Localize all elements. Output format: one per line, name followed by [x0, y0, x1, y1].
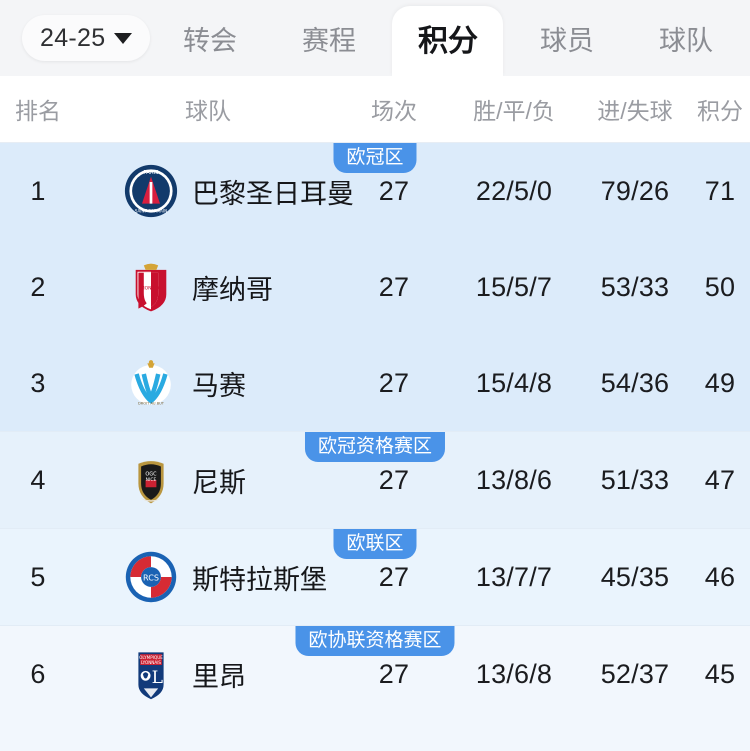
cell-points: 46	[704, 561, 736, 592]
cell-team: OGC NICE 尼斯	[76, 453, 340, 507]
svg-text:OLYMPIQUE: OLYMPIQUE	[139, 655, 163, 660]
table-row[interactable]: 5 RCS 斯特拉斯堡 27 13/7/7 45/35 46	[0, 529, 750, 625]
cell-rank: 2	[30, 271, 46, 302]
psg-logo-icon: PARIS SAINT-GERMAIN	[124, 164, 178, 218]
column-header-goals: 进/失球	[597, 98, 673, 124]
zone-badge: 欧冠资格赛区	[304, 432, 446, 462]
team-name: 马赛	[192, 370, 246, 401]
team-name: 斯特拉斯堡	[192, 564, 327, 595]
column-header-wdl: 胜/平/负	[473, 98, 555, 124]
zone-group-uecl: 欧协联资格赛区 6 OLYMPIQUE LYONNAIS L 里昂 27 13/6/8…	[0, 625, 750, 722]
column-header-points: 积分	[697, 98, 743, 124]
cell-played: 27	[378, 367, 410, 398]
team-name: 尼斯	[192, 467, 246, 498]
zone-badge: 欧冠区	[333, 143, 417, 173]
cell-rank: 3	[30, 367, 46, 398]
table-row[interactable]: 6 OLYMPIQUE LYONNAIS L 里昂 27 13/6/8 52/37 45	[0, 626, 750, 722]
cell-goals: 52/37	[600, 658, 670, 689]
team-name: 里昂	[192, 661, 246, 692]
cell-wdl: 15/5/7	[475, 271, 553, 302]
tab-label: 转会	[182, 25, 237, 56]
cell-goals: 45/35	[600, 561, 670, 592]
svg-text:OGC: OGC	[145, 472, 157, 478]
svg-text:RCS: RCS	[143, 573, 159, 583]
svg-text:DROIT AU BUT: DROIT AU BUT	[138, 402, 165, 406]
cell-team: OLYMPIQUE LYONNAIS L 里昂	[76, 647, 340, 701]
cell-wdl: 13/6/8	[475, 658, 553, 689]
cell-rank: 1	[30, 175, 46, 206]
strasbourg-logo-icon: RCS	[124, 550, 178, 604]
tab-list: 转会 赛程 积分 球员 球队	[150, 0, 750, 76]
cell-wdl: 22/5/0	[475, 175, 553, 206]
cell-played: 27	[378, 464, 410, 495]
standings-table-body: 欧冠区 1 PARIS SAINT-GERMAIN 巴黎圣日耳曼 27 22/5/0 79…	[0, 143, 750, 722]
cell-played: 27	[378, 561, 410, 592]
season-label: 24-25	[40, 23, 106, 52]
svg-text:PARIS: PARIS	[143, 170, 159, 176]
svg-text:LYONNAIS: LYONNAIS	[141, 660, 161, 665]
tab-standings[interactable]: 积分	[388, 0, 507, 76]
svg-text:L: L	[152, 668, 163, 688]
column-header-played: 场次	[371, 98, 417, 124]
cell-points: 47	[704, 464, 736, 495]
team-name: 摩纳哥	[192, 274, 273, 305]
tab-label: 积分	[417, 25, 478, 58]
tab-label: 球员	[539, 25, 594, 56]
cell-points: 50	[704, 271, 736, 302]
monaco-logo-icon: MONACO	[124, 260, 178, 314]
marseille-logo-icon: DROIT AU BUT	[124, 356, 178, 410]
column-header-team: 球队	[185, 98, 231, 124]
zone-badge: 欧联区	[333, 529, 417, 559]
table-row[interactable]: 1 PARIS SAINT-GERMAIN 巴黎圣日耳曼 27 22/5/0 79/26…	[0, 143, 750, 239]
table-row[interactable]: 2 MONACO 摩纳哥 27 15/5/7 53/33 50	[0, 239, 750, 335]
cell-goals: 53/33	[600, 271, 670, 302]
zone-group-ucl: 欧冠区 1 PARIS SAINT-GERMAIN 巴黎圣日耳曼 27 22/5/0 79…	[0, 143, 750, 431]
nice-logo-icon: OGC NICE	[124, 453, 178, 507]
cell-rank: 4	[30, 464, 46, 495]
tab-label: 赛程	[301, 25, 356, 56]
cell-wdl: 15/4/8	[475, 367, 553, 398]
cell-points: 45	[704, 658, 736, 689]
cell-rank: 5	[30, 561, 46, 592]
svg-text:SAINT-GERMAIN: SAINT-GERMAIN	[135, 209, 167, 214]
tab-label: 球队	[658, 25, 713, 56]
tab-players[interactable]: 球员	[507, 0, 626, 76]
lyon-logo-icon: OLYMPIQUE LYONNAIS L	[124, 647, 178, 701]
cell-wdl: 13/8/6	[475, 464, 553, 495]
cell-goals: 79/26	[600, 175, 670, 206]
svg-text:MONACO: MONACO	[141, 286, 162, 292]
cell-team: RCS 斯特拉斯堡	[76, 550, 340, 604]
cell-played: 27	[378, 175, 410, 206]
cell-team: DROIT AU BUT 马赛	[76, 356, 340, 410]
cell-played: 27	[378, 271, 410, 302]
zone-badge: 欧协联资格赛区	[295, 626, 455, 656]
cell-goals: 54/36	[600, 367, 670, 398]
tab-teams[interactable]: 球队	[626, 0, 745, 76]
top-tab-bar: 24-25 转会 赛程 积分 球员 球队	[0, 0, 750, 76]
tab-fixtures[interactable]: 赛程	[269, 0, 388, 76]
table-column-header: 排名 球队 场次 胜/平/负 进/失球 积分	[0, 76, 750, 143]
season-selector[interactable]: 24-25	[22, 15, 151, 61]
tab-transfers[interactable]: 转会	[150, 0, 269, 76]
team-name: 巴黎圣日耳曼	[192, 178, 354, 209]
cell-points: 49	[704, 367, 736, 398]
zone-group-uel: 欧联区 5 RCS 斯特拉斯堡 27 13/7/7 45/35 46	[0, 528, 750, 625]
cell-rank: 6	[30, 658, 46, 689]
cell-goals: 51/33	[600, 464, 670, 495]
table-row[interactable]: 3 DROIT AU BUT 马赛 27 15/4/8 54/36 49	[0, 335, 750, 431]
zone-group-uclq: 欧冠资格赛区 4 OGC NICE 尼斯 27 13/8/6 51/33 47	[0, 431, 750, 528]
cell-wdl: 13/7/7	[475, 561, 553, 592]
svg-text:NICE: NICE	[146, 477, 157, 483]
table-row[interactable]: 4 OGC NICE 尼斯 27 13/8/6 51/33 47	[0, 432, 750, 528]
cell-team: MONACO 摩纳哥	[76, 260, 340, 314]
cell-points: 71	[704, 175, 736, 206]
column-header-rank: 排名	[15, 98, 61, 124]
chevron-down-icon	[114, 32, 133, 44]
cell-team: PARIS SAINT-GERMAIN 巴黎圣日耳曼	[76, 164, 354, 218]
cell-played: 27	[378, 658, 410, 689]
